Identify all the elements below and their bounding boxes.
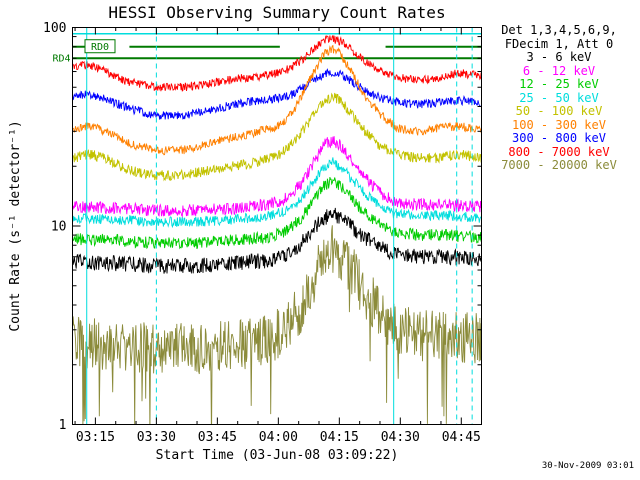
chart-title: HESSI Observing Summary Count Rates bbox=[108, 3, 446, 22]
x-tick-label: 04:30 bbox=[381, 430, 420, 445]
x-tick-label: 04:00 bbox=[259, 430, 298, 445]
series-line-100-300-keV bbox=[72, 44, 482, 156]
x-tick-label: 04:15 bbox=[320, 430, 359, 445]
x-tick-label: 04:45 bbox=[442, 430, 481, 445]
y-axis-label: Count Rate (s⁻¹ detector⁻¹) bbox=[8, 120, 23, 332]
series-line-300-800-keV bbox=[72, 68, 482, 120]
x-tick-label: 03:15 bbox=[76, 430, 115, 445]
y-tick-label: 10 bbox=[51, 220, 67, 235]
legend-entry-7000-20000-keV: 7000 - 20000 keV bbox=[501, 158, 617, 172]
y-tick-label: 1 bbox=[59, 418, 67, 433]
x-tick-label: 03:45 bbox=[198, 430, 237, 445]
legend-entry-300-800-keV: 300 - 800 keV bbox=[512, 131, 606, 145]
series-line-25-50-keV bbox=[72, 157, 482, 229]
legend-header-line-2: FDecim 1, Att 0 bbox=[504, 36, 614, 51]
legend-entry-12-25-keV: 12 - 25 keV bbox=[519, 77, 599, 91]
y-tick-label: 100 bbox=[43, 21, 66, 36]
legend-entry-800-7000-keV: 800 - 7000 keV bbox=[508, 144, 610, 159]
rd0-label-box bbox=[84, 39, 116, 54]
series-line-800-7000-keV bbox=[72, 35, 482, 92]
rd4-label: RD4 bbox=[52, 54, 70, 65]
legend-entry-6-12-keV: 6 - 12 keV bbox=[522, 63, 596, 78]
series-line-50-100-keV bbox=[72, 92, 482, 182]
generation-timestamp: 30-Nov-2009 03:01 bbox=[541, 461, 634, 471]
series-line-6-12-keV bbox=[72, 136, 482, 218]
legend-entry-25-50-keV: 25 - 50 keV bbox=[519, 90, 599, 105]
series-line-7000-20000-keV bbox=[72, 225, 482, 425]
legend-header-line-1: Det 1,3,4,5,6,9, bbox=[501, 23, 617, 37]
legend-entry-50-100-keV: 50 - 100 keV bbox=[515, 104, 603, 118]
x-axis-label: Start Time (03-Jun-08 03:09:22) bbox=[155, 448, 399, 463]
series-line-12-25-keV bbox=[72, 176, 482, 250]
legend-entry-3-6-keV: 3 - 6 keV bbox=[526, 50, 592, 64]
rd0-label: RD0 bbox=[91, 42, 109, 53]
x-tick-label: 03:30 bbox=[137, 430, 176, 445]
legend-entry-100-300-keV: 100 - 300 keV bbox=[512, 117, 606, 132]
series-line-3-6-keV bbox=[72, 207, 482, 275]
